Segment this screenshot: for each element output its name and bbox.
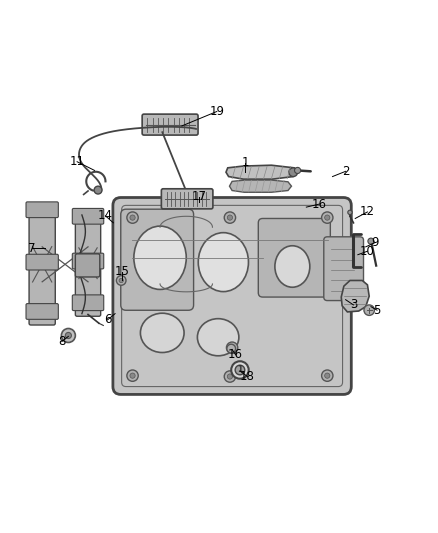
FancyBboxPatch shape bbox=[121, 209, 194, 310]
Text: 1: 1 bbox=[237, 366, 243, 375]
Circle shape bbox=[289, 168, 297, 176]
Text: 19: 19 bbox=[209, 105, 224, 118]
FancyBboxPatch shape bbox=[161, 189, 213, 209]
Circle shape bbox=[231, 361, 249, 379]
Text: 3: 3 bbox=[350, 298, 357, 311]
FancyBboxPatch shape bbox=[324, 237, 364, 301]
Ellipse shape bbox=[198, 319, 239, 356]
Text: 5: 5 bbox=[373, 304, 381, 317]
Circle shape bbox=[94, 186, 102, 194]
Text: 18: 18 bbox=[240, 370, 255, 383]
Circle shape bbox=[230, 345, 235, 350]
Text: 2: 2 bbox=[342, 165, 350, 178]
Circle shape bbox=[325, 215, 330, 220]
Circle shape bbox=[226, 342, 238, 353]
FancyBboxPatch shape bbox=[29, 204, 55, 325]
Circle shape bbox=[127, 370, 138, 381]
Circle shape bbox=[294, 167, 300, 174]
Ellipse shape bbox=[198, 233, 248, 292]
Circle shape bbox=[321, 370, 333, 381]
FancyBboxPatch shape bbox=[26, 202, 58, 217]
Text: 1: 1 bbox=[241, 156, 249, 169]
Circle shape bbox=[321, 212, 333, 223]
Text: 15: 15 bbox=[115, 265, 130, 278]
FancyBboxPatch shape bbox=[113, 198, 351, 394]
FancyBboxPatch shape bbox=[26, 254, 58, 270]
Circle shape bbox=[227, 215, 233, 220]
Circle shape bbox=[325, 373, 330, 378]
Text: 14: 14 bbox=[98, 209, 113, 222]
Circle shape bbox=[235, 365, 245, 375]
Text: 16: 16 bbox=[228, 348, 243, 361]
Text: 7: 7 bbox=[28, 241, 36, 255]
FancyBboxPatch shape bbox=[26, 304, 58, 319]
Polygon shape bbox=[230, 180, 291, 192]
FancyBboxPatch shape bbox=[258, 219, 330, 297]
Ellipse shape bbox=[275, 246, 310, 287]
Circle shape bbox=[119, 278, 124, 282]
FancyBboxPatch shape bbox=[72, 295, 104, 311]
Text: 6: 6 bbox=[104, 313, 111, 326]
Text: 11: 11 bbox=[70, 155, 85, 168]
Text: 12: 12 bbox=[360, 205, 375, 219]
Text: 17: 17 bbox=[192, 190, 207, 203]
FancyBboxPatch shape bbox=[75, 210, 101, 316]
Circle shape bbox=[368, 238, 374, 244]
Circle shape bbox=[130, 215, 135, 220]
Circle shape bbox=[117, 276, 126, 285]
Circle shape bbox=[224, 371, 236, 382]
Circle shape bbox=[227, 374, 233, 379]
FancyBboxPatch shape bbox=[142, 114, 198, 135]
Text: 16: 16 bbox=[312, 198, 327, 211]
Text: 9: 9 bbox=[371, 236, 379, 249]
Circle shape bbox=[348, 210, 352, 215]
Text: 10: 10 bbox=[360, 245, 375, 258]
Polygon shape bbox=[341, 280, 369, 312]
FancyBboxPatch shape bbox=[72, 208, 104, 224]
Circle shape bbox=[227, 344, 236, 353]
Circle shape bbox=[65, 333, 71, 338]
Circle shape bbox=[130, 373, 135, 378]
Circle shape bbox=[61, 328, 75, 343]
Circle shape bbox=[364, 305, 374, 316]
Circle shape bbox=[127, 212, 138, 223]
FancyBboxPatch shape bbox=[75, 254, 100, 277]
Circle shape bbox=[224, 212, 236, 223]
Ellipse shape bbox=[134, 226, 186, 289]
Text: 8: 8 bbox=[58, 335, 66, 348]
Ellipse shape bbox=[141, 313, 184, 352]
FancyBboxPatch shape bbox=[72, 253, 104, 269]
Polygon shape bbox=[226, 165, 297, 179]
